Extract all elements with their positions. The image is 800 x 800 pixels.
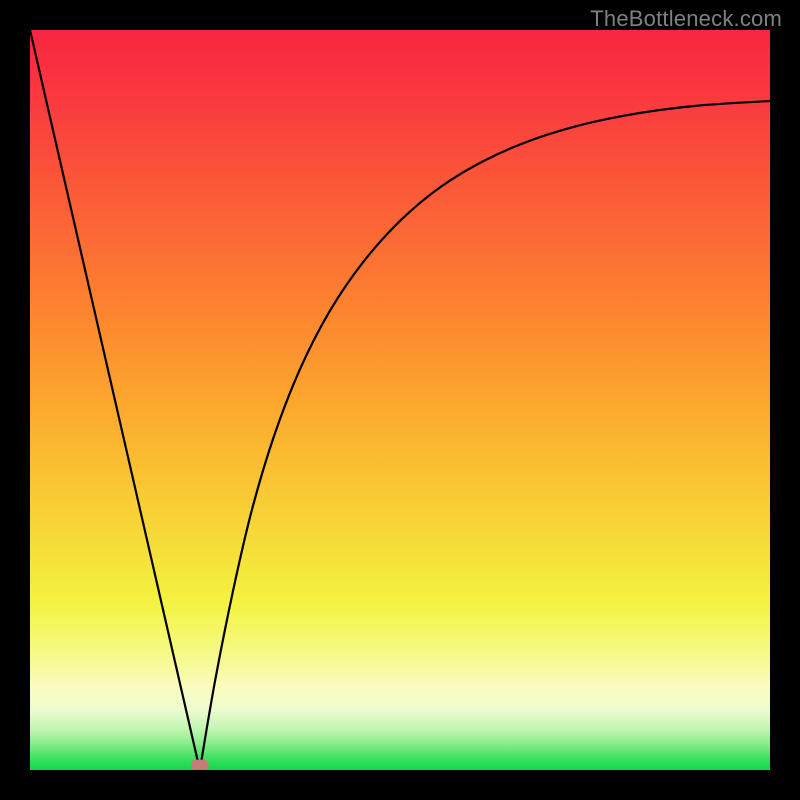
outer-frame: TheBottleneck.com xyxy=(0,0,800,800)
gradient-background xyxy=(30,30,770,770)
plot-area xyxy=(30,30,770,770)
watermark-text: TheBottleneck.com xyxy=(590,6,782,32)
bottleneck-marker xyxy=(191,760,209,770)
chart-svg xyxy=(30,30,770,770)
